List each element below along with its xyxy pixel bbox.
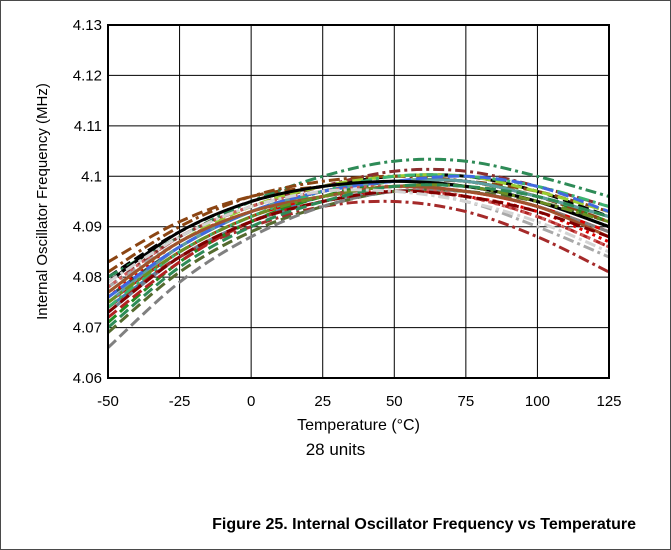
y-tick-label: 4.09: [73, 219, 102, 236]
chart-subtitle: 28 units: [305, 440, 366, 459]
series-line-26: [107, 189, 610, 314]
x-tick-labels: -50 -25 0 25 50 75 100 125: [97, 393, 621, 410]
series-line-11: [107, 199, 610, 309]
y-tick-label: 4.07: [73, 320, 102, 337]
x-tick-label: 25: [314, 393, 331, 410]
series-line-28: [107, 188, 610, 284]
x-tick-label: 50: [386, 393, 403, 410]
series-line-10: [107, 189, 610, 289]
y-tick-label: 4.13: [73, 17, 102, 34]
y-axis-label: Internal Oscillator Frequency (MHz): [34, 83, 51, 320]
x-tick-label: 75: [458, 393, 475, 410]
y-tick-label: 4.08: [73, 269, 102, 286]
series-line-23: [107, 184, 610, 289]
y-tick-label: 4.12: [73, 67, 102, 84]
figure-caption: Figure 25. Internal Oscillator Frequency…: [212, 516, 636, 533]
y-tick-label: 4.06: [73, 370, 102, 387]
y-tick-label: 4.1: [81, 168, 102, 185]
series-line-27: [107, 183, 610, 329]
x-axis-label: Temperature (°C): [297, 417, 420, 434]
x-tick-label: 100: [525, 393, 550, 410]
series-line-21: [107, 174, 610, 299]
chart: 4.06 4.07 4.08 4.09 4.1 4.11 4.12 4.13 -50 -25 0 2…: [34, 17, 622, 434]
series-line-3: [107, 157, 610, 279]
x-tick-label: -25: [169, 393, 191, 410]
x-tick-label: -50: [97, 393, 119, 410]
x-tick-label: 125: [596, 393, 621, 410]
plot-border: [107, 24, 610, 379]
y-tick-label: 4.11: [74, 118, 102, 135]
series-layer: [106, 157, 610, 349]
x-tick-label: 0: [247, 393, 255, 410]
y-tick-labels: 4.06 4.07 4.08 4.09 4.1 4.11 4.12 4.13: [73, 17, 102, 387]
